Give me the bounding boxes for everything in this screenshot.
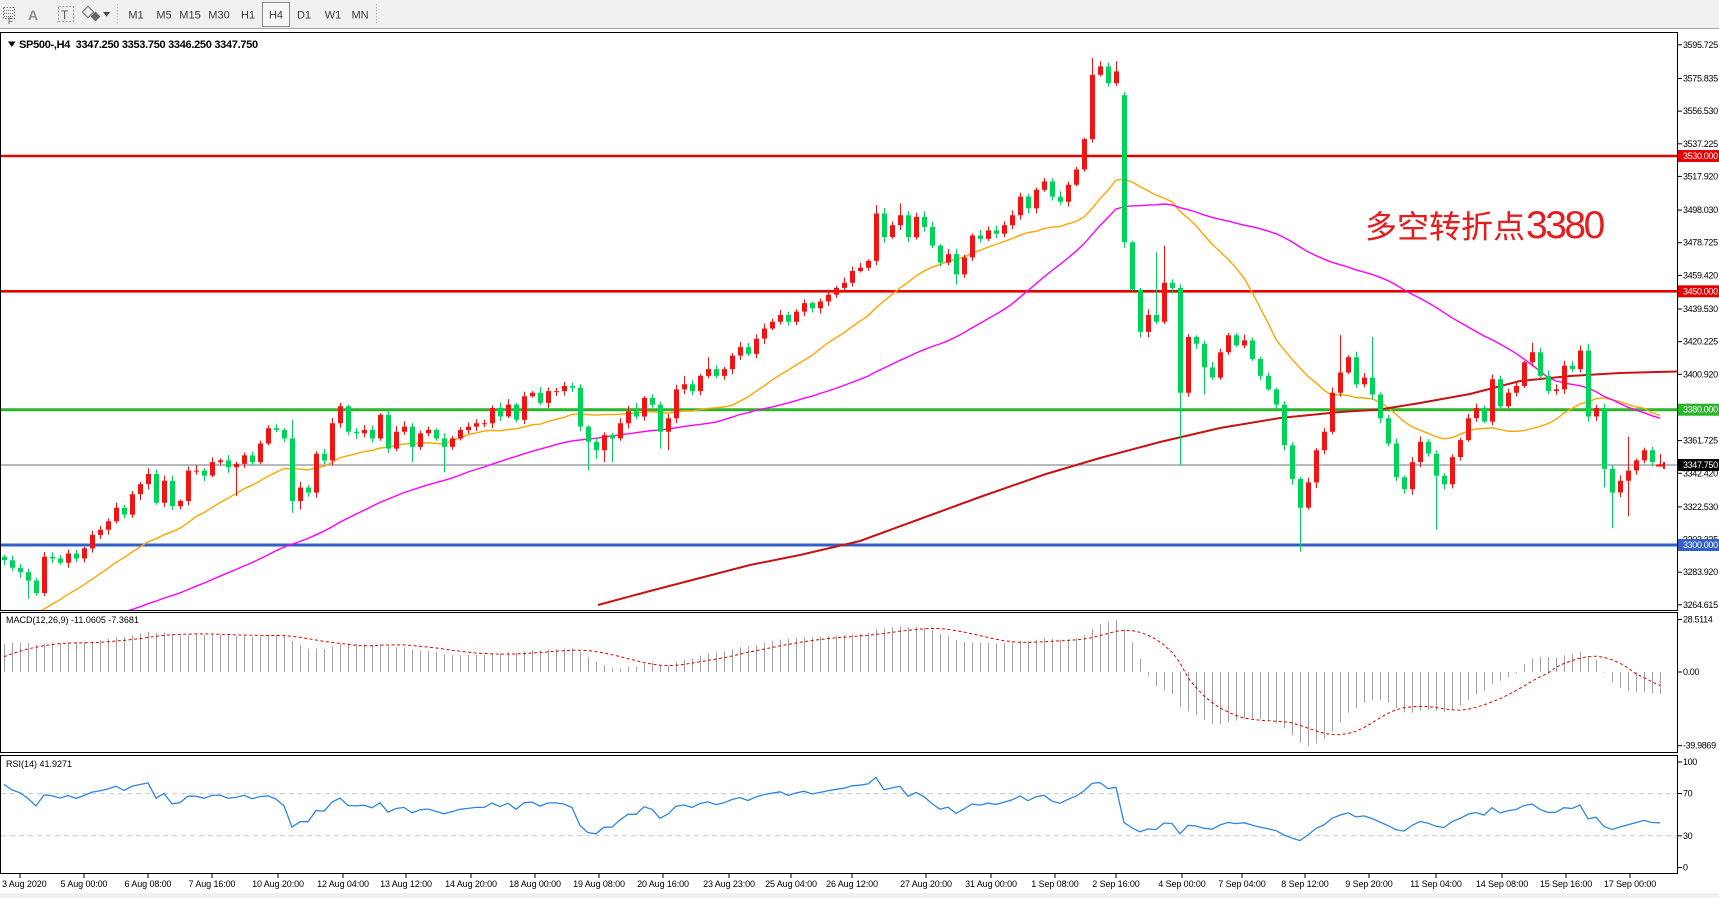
svg-text:3380.000: 3380.000 [1683,405,1718,415]
svg-text:3517.920: 3517.920 [1683,171,1718,181]
svg-text:3537.225: 3537.225 [1683,139,1718,149]
svg-text:30: 30 [1683,831,1693,841]
svg-text:12 Aug 04:00: 12 Aug 04:00 [317,879,369,889]
svg-text:3342.420: 3342.420 [1683,468,1718,478]
svg-text:20 Aug 16:00: 20 Aug 16:00 [637,879,689,889]
svg-text:A: A [28,7,38,23]
svg-text:4 Sep 00:00: 4 Sep 00:00 [1158,879,1206,889]
svg-text:3400.920: 3400.920 [1683,369,1718,379]
svg-text:2 Sep 16:00: 2 Sep 16:00 [1092,879,1140,889]
svg-text:9 Sep 20:00: 9 Sep 20:00 [1345,879,1393,889]
svg-text:10 Aug 20:00: 10 Aug 20:00 [252,879,304,889]
svg-text:26 Aug 12:00: 26 Aug 12:00 [826,879,878,889]
svg-text:6 Aug 08:00: 6 Aug 08:00 [125,879,172,889]
svg-text:31 Aug 00:00: 31 Aug 00:00 [965,879,1017,889]
svg-text:3420.225: 3420.225 [1683,337,1718,347]
svg-text:3478.725: 3478.725 [1683,238,1718,248]
svg-text:15 Sep 16:00: 15 Sep 16:00 [1540,879,1592,889]
svg-text:3380: 3380 [1526,204,1605,247]
svg-text:18 Aug 00:00: 18 Aug 00:00 [509,879,561,889]
svg-text:3498.030: 3498.030 [1683,205,1718,215]
svg-text:H1: H1 [241,10,255,22]
svg-text:5 Aug 00:00: 5 Aug 00:00 [61,879,108,889]
svg-text:11 Sep 04:00: 11 Sep 04:00 [1410,879,1462,889]
svg-text:W1: W1 [325,10,342,22]
svg-text:M1: M1 [128,10,143,22]
svg-text:3283.920: 3283.920 [1683,567,1718,577]
svg-text:D1: D1 [297,10,311,22]
svg-text:7 Aug 16:00: 7 Aug 16:00 [189,879,236,889]
svg-text:M15: M15 [179,10,200,22]
svg-text:100: 100 [1683,757,1697,767]
svg-text:28.5114: 28.5114 [1683,615,1713,625]
svg-text:3 Aug 2020: 3 Aug 2020 [2,879,47,889]
svg-text:19 Aug 08:00: 19 Aug 08:00 [573,879,625,889]
svg-text:3450.000: 3450.000 [1683,286,1718,296]
svg-text:23 Aug 23:00: 23 Aug 23:00 [703,879,755,889]
svg-text:3347.750: 3347.750 [1683,460,1718,470]
svg-text:F: F [8,17,13,26]
svg-text:70: 70 [1683,789,1693,799]
svg-text:-39.9869: -39.9869 [1683,741,1716,751]
svg-text:SP500-,H4 3347.250 3353.750 3: SP500-,H4 3347.250 3353.750 3346.250 334… [19,39,258,51]
svg-text:7 Sep 04:00: 7 Sep 04:00 [1218,879,1266,889]
svg-text:1 Sep 08:00: 1 Sep 08:00 [1031,879,1079,889]
svg-text:M5: M5 [156,10,171,22]
svg-text:MACD(12,26,9) -11.0605 -7.3681: MACD(12,26,9) -11.0605 -7.3681 [6,615,139,625]
svg-text:MN: MN [351,10,368,22]
svg-text:3361.725: 3361.725 [1683,436,1718,446]
svg-text:RSI(14) 41.9271: RSI(14) 41.9271 [6,759,72,769]
svg-text:T: T [61,8,69,22]
svg-text:27 Aug 20:00: 27 Aug 20:00 [900,879,952,889]
svg-text:13 Aug 12:00: 13 Aug 12:00 [380,879,432,889]
svg-text:3264.615: 3264.615 [1683,600,1718,610]
svg-text:14 Aug 20:00: 14 Aug 20:00 [445,879,497,889]
svg-text:3459.420: 3459.420 [1683,270,1718,280]
svg-text:M30: M30 [208,10,229,22]
svg-text:3556.530: 3556.530 [1683,106,1718,116]
svg-text:0: 0 [1683,863,1688,873]
svg-text:17 Sep 00:00: 17 Sep 00:00 [1604,879,1656,889]
svg-text:3439.530: 3439.530 [1683,304,1718,314]
svg-text:3595.725: 3595.725 [1683,40,1718,50]
svg-text:14 Sep 08:00: 14 Sep 08:00 [1476,879,1528,889]
svg-text:3322.530: 3322.530 [1683,502,1718,512]
svg-text:8 Sep 12:00: 8 Sep 12:00 [1281,879,1329,889]
svg-text:0.00: 0.00 [1683,667,1699,677]
svg-text:3300.000: 3300.000 [1683,540,1718,550]
svg-text:3575.835: 3575.835 [1683,74,1718,84]
svg-text:H4: H4 [269,10,283,22]
svg-text:25 Aug 04:00: 25 Aug 04:00 [765,879,817,889]
svg-text:3530.000: 3530.000 [1683,151,1718,161]
